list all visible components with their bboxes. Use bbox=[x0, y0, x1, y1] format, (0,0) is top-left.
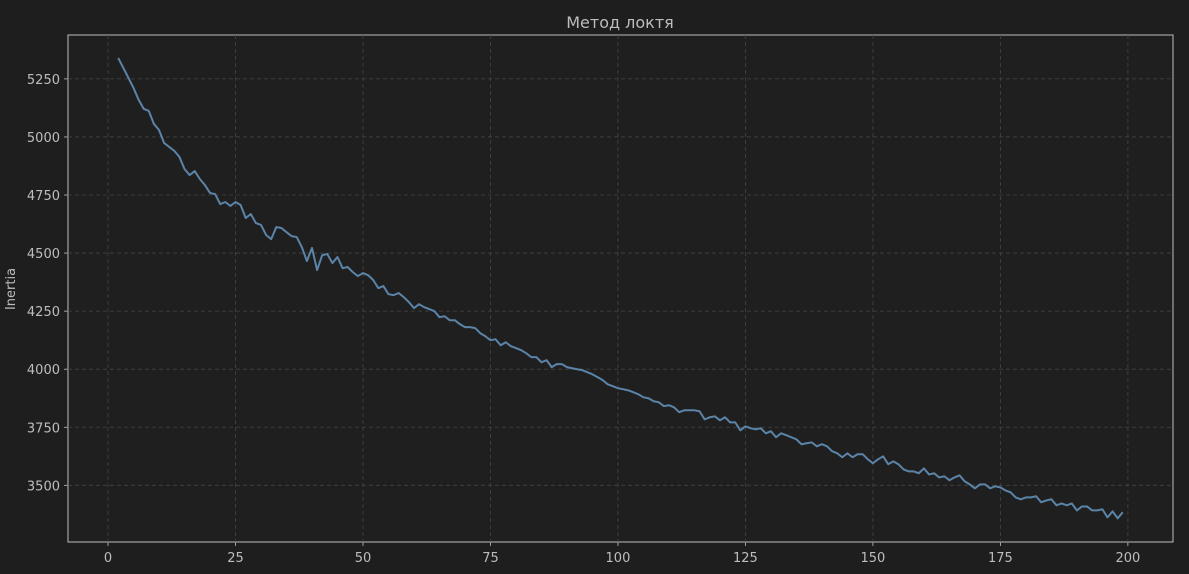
x-tick-label: 0 bbox=[104, 551, 112, 566]
x-tick-label: 125 bbox=[733, 551, 758, 566]
x-tick-label: 75 bbox=[482, 551, 499, 566]
data-line bbox=[117, 57, 1124, 520]
plot-area bbox=[67, 34, 1174, 543]
y-tick-label: 3500 bbox=[27, 479, 60, 494]
y-tick-label: 4750 bbox=[27, 189, 60, 204]
y-tick-label: 3750 bbox=[27, 421, 60, 436]
y-tick-label: 5000 bbox=[27, 131, 60, 146]
x-tick-label: 50 bbox=[355, 551, 372, 566]
x-tick-label: 25 bbox=[227, 551, 244, 566]
y-tick-label: 4500 bbox=[27, 247, 60, 262]
y-tick-label: 4250 bbox=[27, 305, 60, 320]
x-tick-label: 100 bbox=[606, 551, 631, 566]
x-tick-label: 200 bbox=[1115, 551, 1140, 566]
y-tick-label: 5250 bbox=[27, 73, 60, 88]
chart-title: Метод локтя bbox=[566, 13, 674, 32]
y-tick-label: 4000 bbox=[27, 363, 60, 378]
x-tick-label: 150 bbox=[860, 551, 885, 566]
y-axis-label: Inertia bbox=[4, 268, 19, 310]
x-tick-label: 175 bbox=[988, 551, 1013, 566]
